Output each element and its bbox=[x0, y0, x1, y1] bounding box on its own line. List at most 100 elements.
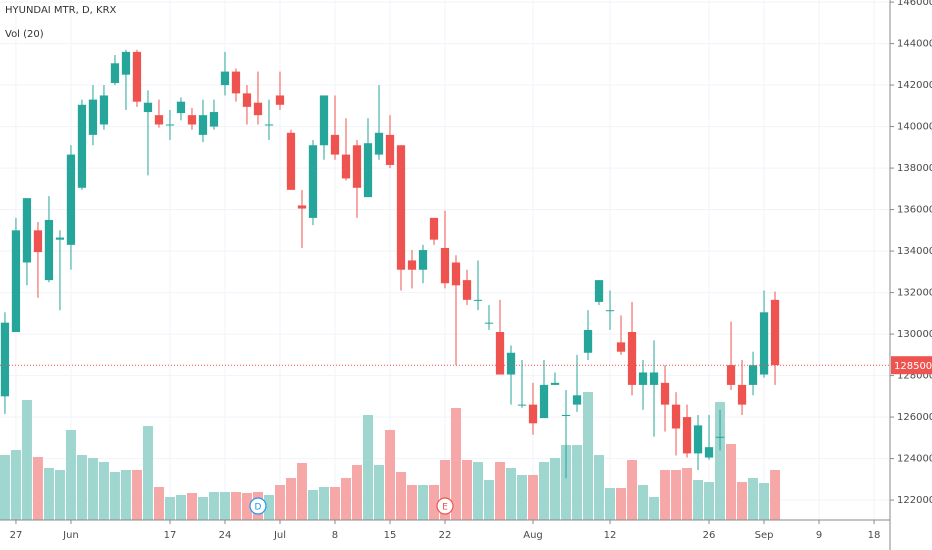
candle-body bbox=[737, 384, 747, 405]
volume-bar bbox=[748, 478, 759, 520]
volume-bar bbox=[395, 472, 406, 520]
candle-body bbox=[198, 115, 208, 135]
volume-bar bbox=[208, 492, 219, 520]
y-tick-label: 124000.0 bbox=[897, 454, 932, 465]
price-axis-bg bbox=[890, 0, 932, 550]
candle-body bbox=[253, 102, 263, 116]
candle-body bbox=[385, 134, 395, 165]
volume-bar bbox=[87, 458, 98, 520]
x-tick-label: 22 bbox=[439, 530, 452, 541]
volume-bar bbox=[627, 460, 638, 520]
candle-body bbox=[550, 382, 560, 385]
x-tick-label: Jul bbox=[273, 530, 286, 541]
candle-body bbox=[473, 299, 483, 301]
y-tick-label: 138000.0 bbox=[897, 163, 932, 174]
candle-body bbox=[0, 322, 10, 397]
candle-body bbox=[517, 404, 527, 406]
volume-bar bbox=[417, 485, 428, 520]
volume-bar bbox=[373, 465, 384, 520]
volume-bar bbox=[318, 487, 329, 520]
candle-body bbox=[275, 95, 285, 105]
candle-body bbox=[33, 230, 43, 253]
y-tick-label: 140000.0 bbox=[897, 122, 932, 133]
candle-body bbox=[330, 134, 340, 155]
volume-bar bbox=[660, 470, 671, 520]
candle-body bbox=[429, 217, 439, 240]
candle-body bbox=[374, 132, 384, 155]
candle-body bbox=[231, 71, 241, 94]
volume-bar bbox=[120, 470, 131, 520]
y-tick-label: 136000.0 bbox=[897, 205, 932, 216]
candle-body bbox=[286, 132, 296, 190]
volume-bar bbox=[462, 460, 473, 520]
volume-bar bbox=[528, 475, 539, 520]
volume-bar bbox=[715, 402, 726, 520]
candle-body bbox=[297, 205, 307, 209]
candle-body bbox=[583, 329, 593, 353]
candle-body bbox=[220, 71, 230, 86]
volume-bar bbox=[506, 468, 517, 520]
candle-body bbox=[528, 404, 538, 424]
event-badge bbox=[436, 497, 454, 515]
candle-body bbox=[594, 280, 604, 302]
volume-bar bbox=[517, 475, 528, 520]
last-price-label: 128500.0 bbox=[894, 361, 932, 372]
x-tick-label: 15 bbox=[384, 530, 397, 541]
candle-body bbox=[319, 95, 329, 146]
candle-body bbox=[11, 230, 21, 333]
candle-body bbox=[770, 299, 780, 366]
volume-bar bbox=[539, 462, 550, 520]
candle-body bbox=[693, 425, 703, 454]
candle-body bbox=[44, 219, 54, 281]
volume-bar bbox=[285, 478, 296, 520]
x-tick-label: Sep bbox=[755, 530, 774, 541]
candle-body bbox=[748, 365, 758, 385]
volume-bar bbox=[671, 470, 682, 520]
candle-body bbox=[407, 260, 417, 270]
volume-bar bbox=[10, 450, 21, 520]
volume-bar bbox=[186, 493, 197, 520]
candle-body bbox=[462, 280, 472, 300]
axes: 122000.0 124000.0 126000.0 128000.0 130000.0… bbox=[10, 0, 932, 541]
candle-body bbox=[451, 262, 461, 286]
volume-bar bbox=[605, 488, 616, 520]
volume-bar bbox=[726, 444, 737, 520]
candle-body bbox=[484, 322, 494, 324]
x-tick-label: 9 bbox=[816, 530, 822, 541]
x-tick-label: 12 bbox=[604, 530, 617, 541]
candle-body bbox=[121, 51, 131, 75]
volume-bar bbox=[682, 468, 693, 520]
volume-bar bbox=[693, 480, 704, 520]
volume-bar bbox=[142, 426, 153, 520]
volume-bar bbox=[451, 408, 462, 520]
candle-body bbox=[638, 372, 648, 385]
volume-bar bbox=[32, 457, 43, 520]
candle-body bbox=[539, 384, 549, 419]
time-axis-bg bbox=[0, 520, 890, 550]
volume-bar bbox=[439, 460, 451, 520]
candle-body bbox=[440, 247, 450, 284]
volume-bar bbox=[98, 462, 109, 520]
candle-body bbox=[242, 93, 252, 107]
volume-bar bbox=[550, 458, 561, 520]
candle-body bbox=[605, 310, 615, 312]
volume-bar bbox=[495, 462, 506, 520]
y-tick-label: 134000.0 bbox=[897, 246, 932, 257]
y-tick-label: 130000.0 bbox=[897, 329, 932, 340]
volume-bar bbox=[109, 472, 120, 520]
volume-bar bbox=[263, 495, 274, 520]
candle-body bbox=[418, 250, 428, 270]
volume-bar bbox=[54, 470, 65, 520]
candle-body bbox=[176, 101, 186, 114]
volume-bar bbox=[43, 468, 54, 520]
last-price-box bbox=[891, 356, 932, 375]
candle-body bbox=[495, 332, 505, 375]
volume-bar bbox=[219, 492, 230, 520]
y-tick-label: 146000.0 bbox=[897, 0, 932, 8]
volume-bar bbox=[21, 400, 32, 520]
volume-bar bbox=[572, 445, 583, 520]
candle-body bbox=[88, 99, 98, 135]
candle-body bbox=[55, 237, 65, 240]
candle-body bbox=[561, 415, 571, 417]
